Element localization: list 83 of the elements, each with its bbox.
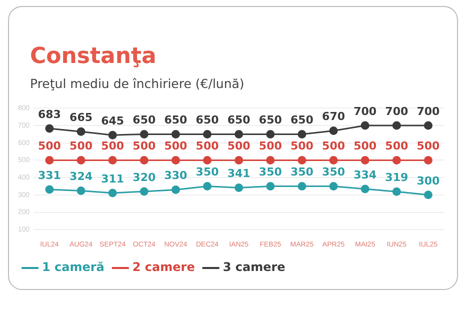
- legend-label: 3 camere: [222, 260, 286, 274]
- data-label: 500: [101, 140, 124, 153]
- point: [203, 130, 212, 138]
- chart-title: Constanţa: [30, 44, 156, 69]
- data-label: 683: [38, 108, 61, 121]
- data-label: 500: [354, 140, 377, 153]
- data-label: 334: [354, 168, 377, 182]
- data-label: 350: [258, 166, 282, 179]
- data-label: 350: [196, 166, 220, 179]
- point: [140, 130, 148, 138]
- data-label: 665: [70, 110, 93, 124]
- data-label: 500: [38, 140, 62, 153]
- point: [360, 121, 370, 130]
- point: [108, 188, 117, 198]
- point: [234, 184, 244, 192]
- point: [329, 182, 338, 190]
- point: [203, 156, 212, 164]
- data-label: 650: [164, 114, 188, 127]
- point: [424, 121, 432, 130]
- data-label: 330: [164, 169, 188, 182]
- point: [266, 130, 275, 138]
- point: [234, 130, 244, 138]
- point: [108, 130, 117, 140]
- data-label: 700: [416, 104, 440, 118]
- data-label: 500: [132, 140, 156, 153]
- point: [171, 185, 180, 194]
- data-label: 350: [322, 166, 346, 179]
- point: [171, 156, 180, 164]
- data-label: 324: [70, 170, 93, 184]
- data-label: 650: [196, 114, 220, 127]
- legend-label: 1 cameră: [42, 260, 104, 274]
- data-label: 341: [227, 167, 250, 180]
- chart-subtitle: Preţul mediu de închiriere (€/lună): [30, 76, 244, 91]
- point: [424, 190, 432, 200]
- data-label: 350: [290, 166, 314, 179]
- data-label: 500: [70, 140, 93, 153]
- data-label: 311: [101, 172, 124, 186]
- point: [140, 187, 148, 196]
- point: [203, 182, 212, 190]
- point: [76, 127, 86, 136]
- data-label: 650: [132, 114, 156, 127]
- point: [360, 156, 370, 164]
- data-label: 650: [290, 114, 314, 127]
- data-label: 500: [258, 140, 282, 153]
- point: [298, 156, 306, 164]
- point: [45, 185, 54, 194]
- point: [298, 130, 306, 138]
- data-label: 500: [196, 140, 220, 153]
- point: [298, 182, 306, 190]
- point: [266, 182, 275, 190]
- point: [266, 156, 275, 164]
- point: [392, 156, 401, 164]
- point: [76, 186, 86, 195]
- point: [108, 156, 117, 164]
- data-label: 500: [385, 140, 408, 153]
- point: [360, 184, 370, 194]
- data-label: 650: [258, 114, 282, 127]
- point: [234, 156, 244, 164]
- data-label: 319: [385, 170, 408, 184]
- point: [392, 121, 401, 130]
- point: [392, 187, 401, 196]
- point: [329, 126, 338, 135]
- data-label: 331: [38, 168, 61, 182]
- point: [76, 156, 86, 164]
- data-label: 650: [227, 114, 251, 127]
- point: [140, 156, 148, 164]
- data-label: 320: [132, 170, 156, 184]
- point: [329, 156, 338, 164]
- point: [171, 130, 180, 138]
- data-label: 500: [416, 140, 440, 153]
- point: [45, 124, 54, 133]
- data-label: 500: [164, 140, 188, 153]
- data-label: 645: [101, 114, 124, 128]
- data-label: 500: [290, 140, 314, 153]
- data-label: 670: [322, 110, 346, 124]
- data-label: 700: [385, 104, 408, 118]
- data-label: 300: [416, 174, 440, 188]
- data-label: 700: [354, 104, 377, 118]
- data-label: 500: [322, 140, 346, 153]
- legend-label: 2 camere: [132, 260, 195, 274]
- point: [45, 156, 54, 164]
- point: [424, 156, 432, 164]
- data-label: 500: [227, 140, 251, 153]
